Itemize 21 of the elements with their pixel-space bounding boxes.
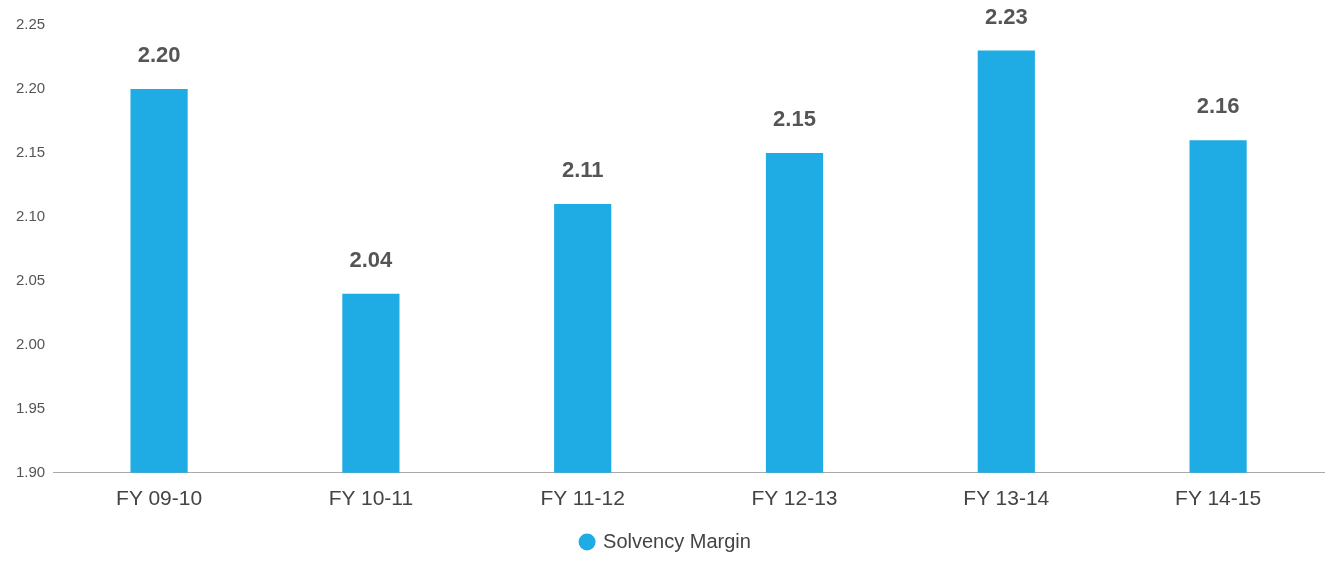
y-tick-label: 2.00 (15, 335, 46, 352)
x-tick-label: FY 10-11 (328, 486, 414, 510)
x-tick-label: FY 14-15 (1175, 486, 1262, 510)
x-tick-label: FY 11-12 (540, 486, 625, 510)
text: 2.11 (561, 157, 604, 183)
y-tick-label: 2.15 (15, 143, 46, 161)
y-tick-label: 2.05 (15, 271, 46, 289)
y-tick-label: 2.10 (15, 207, 46, 225)
text: 2.04 (349, 246, 393, 272)
y-tick-label: 2.25 (15, 15, 46, 33)
text: 2.20 (137, 42, 181, 68)
y-tick-label: 1.95 (15, 398, 46, 416)
x-tick-label: FY 09-10 (116, 486, 203, 510)
y-tick-label: 2.20 (15, 79, 46, 97)
legend-label: Solvency Margin (603, 529, 751, 552)
x-tick-label: FY 12-13 (751, 486, 838, 510)
y-tick-label: 1.90 (15, 462, 46, 480)
x-tick-label: FY 13-14 (963, 486, 1050, 510)
text: 2.23 (984, 3, 1028, 29)
text: 2.16 (1196, 93, 1240, 119)
text: 2.15 (773, 106, 816, 132)
